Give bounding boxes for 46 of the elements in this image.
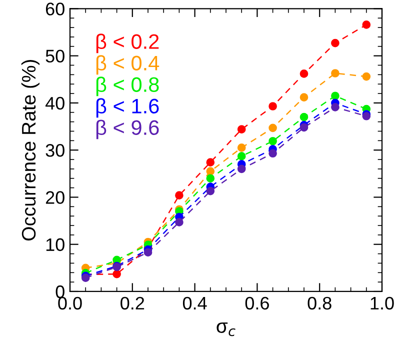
y-tick-label: 20: [46, 191, 64, 204]
x-tick-label: 0.8: [308, 296, 332, 310]
point: [362, 72, 371, 81]
point: [331, 38, 340, 48]
point: [237, 164, 246, 174]
y-tick-label: 30: [46, 144, 64, 157]
point: [300, 70, 308, 78]
x-tick-label: 0.6: [245, 296, 269, 310]
y-tick-label: 50: [46, 50, 64, 63]
point: [237, 144, 246, 152]
point: [268, 136, 277, 146]
x-tick-label: 0.0: [58, 296, 82, 310]
x-tick-label: 0.2: [120, 296, 144, 310]
point: [206, 174, 215, 183]
text: β < 0.8: [96, 76, 159, 96]
y-tick-label: 10: [46, 238, 64, 252]
x-axis-title: σ$_{c}$: [216, 322, 236, 336]
x-tick-label: 0.4: [182, 296, 207, 310]
point: [175, 218, 184, 226]
point: [331, 103, 340, 112]
point: [362, 20, 371, 29]
text: β < 1.6: [96, 98, 159, 118]
y-tick-label: 40: [45, 96, 64, 110]
point: [206, 167, 215, 176]
point: [206, 186, 215, 196]
y-tick-label: 60: [46, 2, 64, 16]
x-tick-label: 1.0: [370, 296, 394, 310]
point: [237, 152, 246, 160]
point: [237, 125, 246, 134]
y-axis-title: Occurrence Rate (%): [21, 60, 40, 240]
point: [112, 270, 121, 278]
point: [300, 112, 308, 122]
point: [144, 248, 152, 257]
point: [268, 124, 277, 132]
text: β < 9.6: [96, 120, 159, 140]
point: [300, 93, 308, 102]
point: [300, 123, 308, 132]
text: β < 0.2: [96, 34, 159, 54]
point: [331, 69, 340, 78]
point: [175, 191, 184, 200]
y-tick-label: 0: [56, 285, 64, 298]
point: [331, 92, 340, 100]
point: [268, 149, 277, 158]
point: [206, 158, 215, 166]
text: β < 0.4: [96, 55, 160, 75]
point: [268, 102, 277, 110]
